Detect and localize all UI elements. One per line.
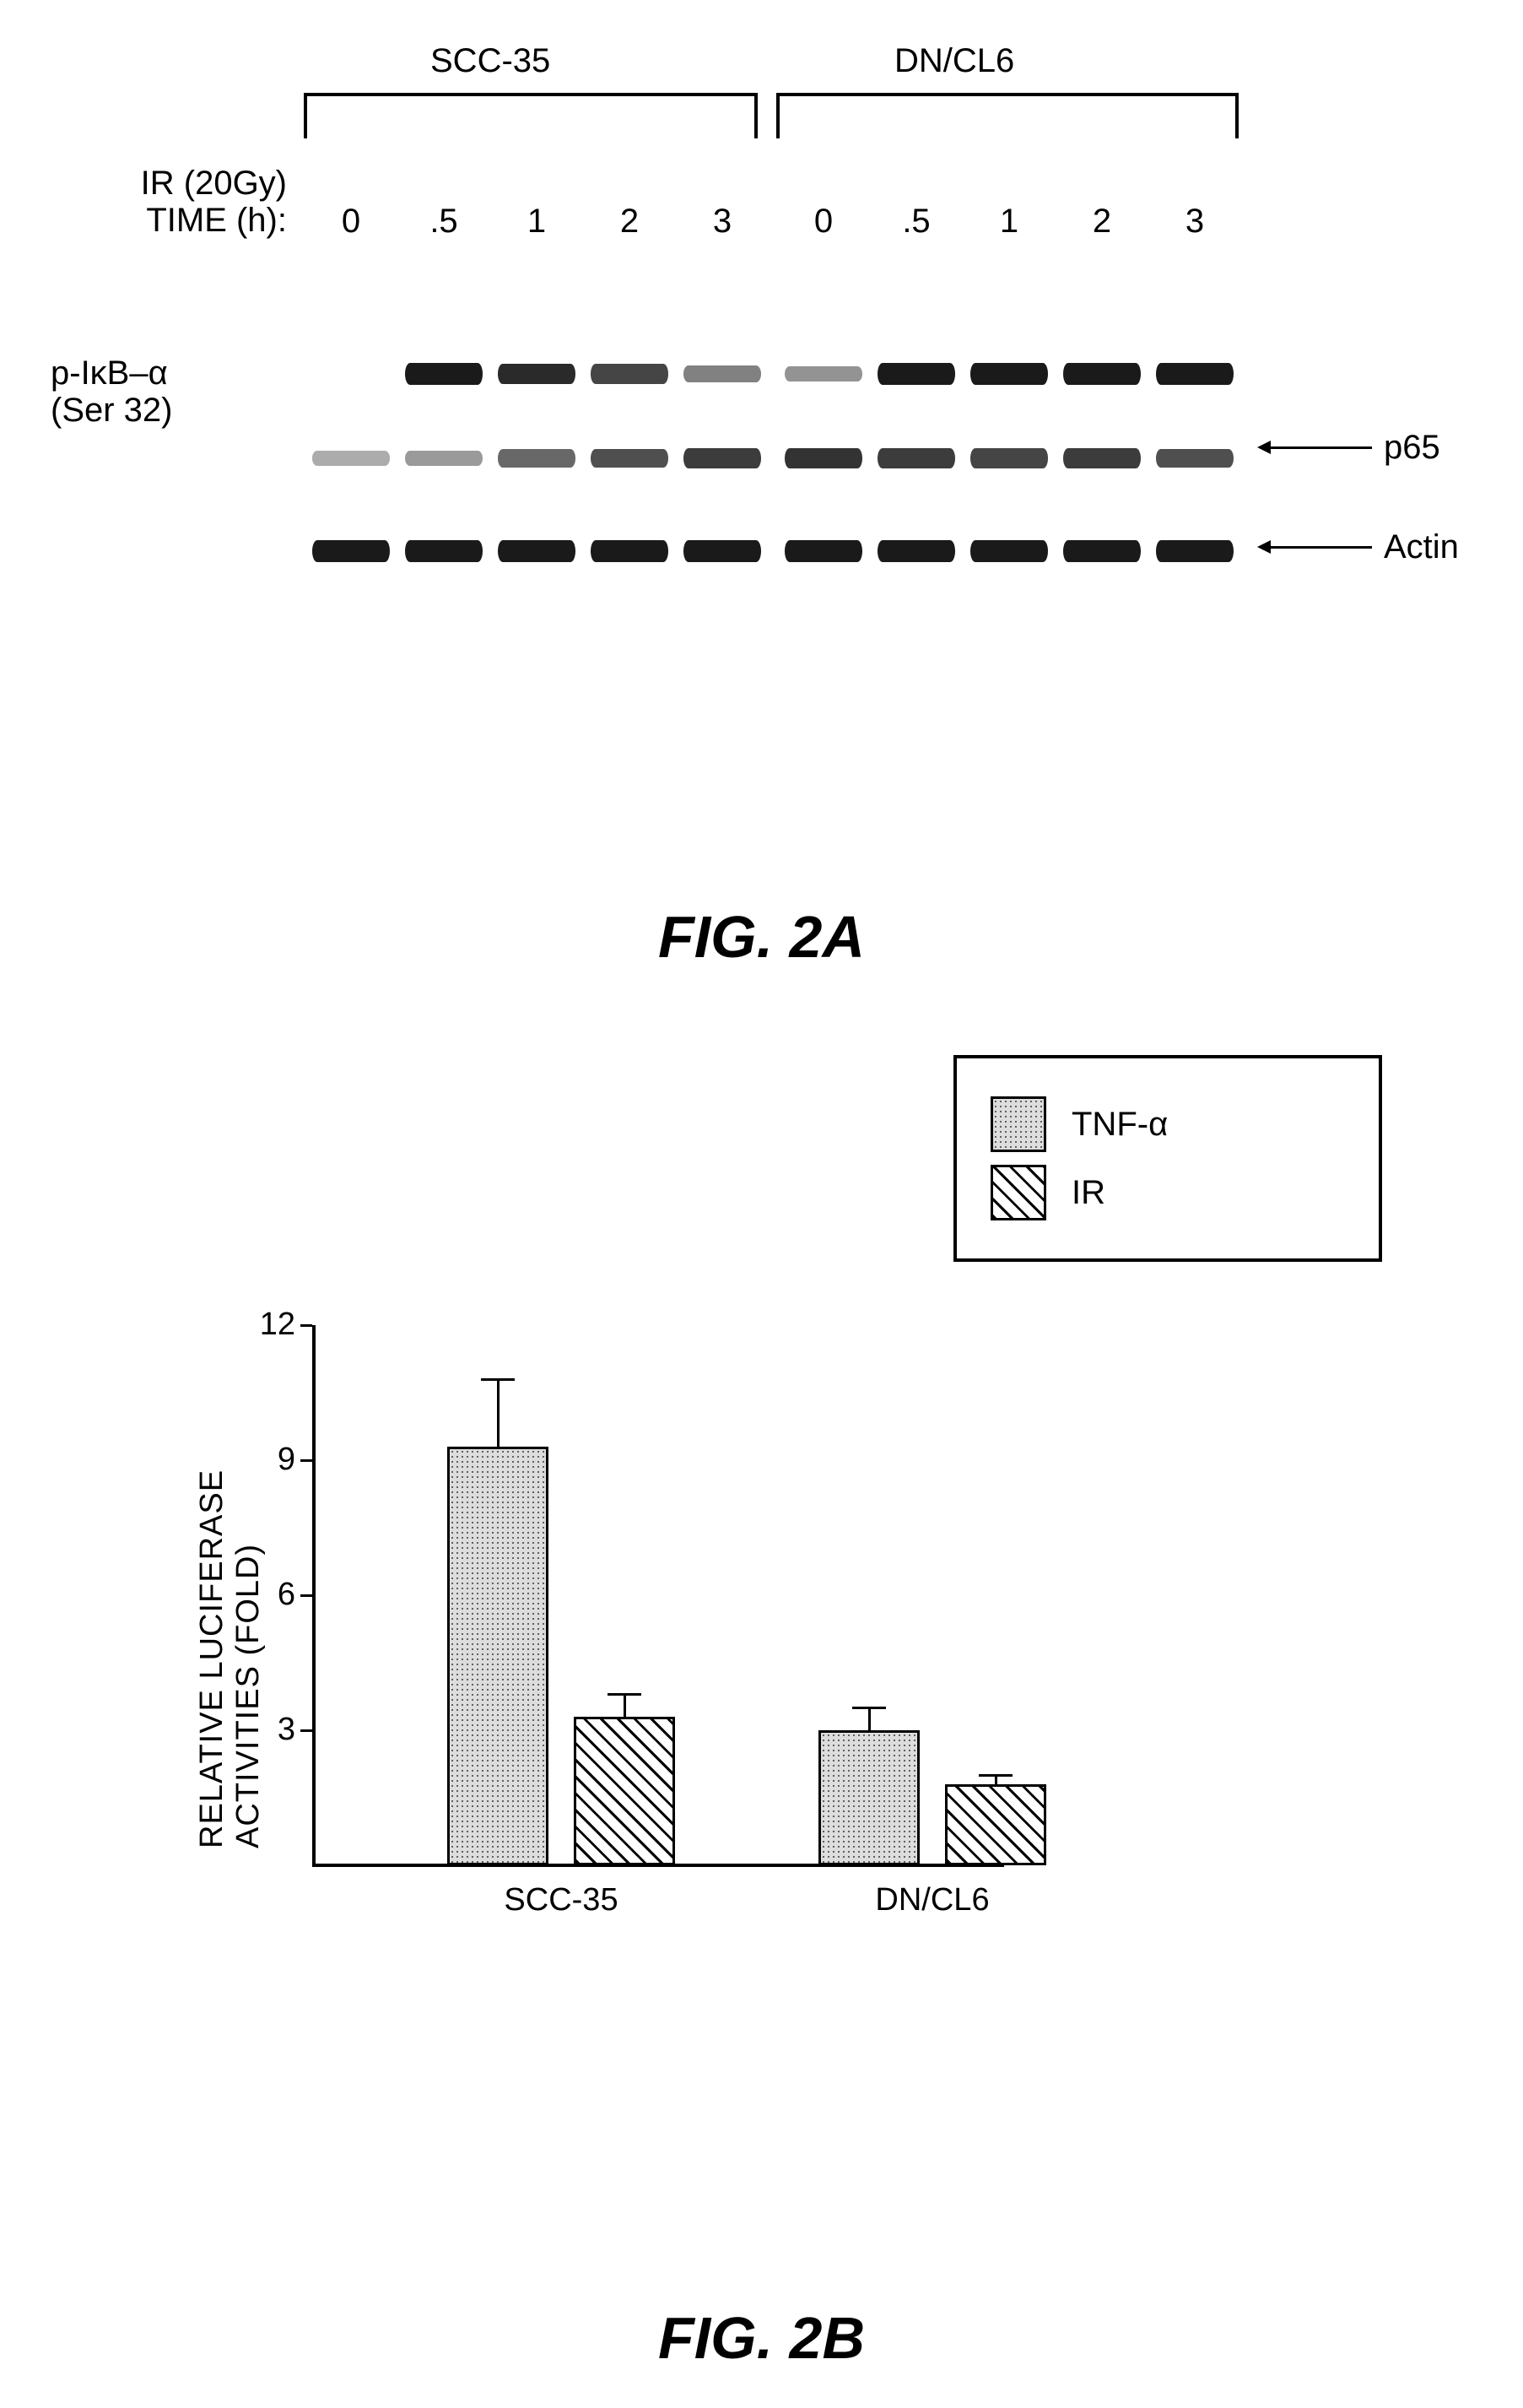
y-tick xyxy=(300,1324,312,1327)
error-bar xyxy=(868,1707,871,1730)
arrow-label-p65: p65 xyxy=(1384,429,1440,467)
y-axis xyxy=(312,1325,316,1865)
group-header-scc35: SCC-35 xyxy=(430,42,550,80)
p65-band xyxy=(405,451,483,466)
bar xyxy=(574,1717,675,1865)
timepoint-label: 2 xyxy=(591,203,668,241)
legend-item: TNF-α xyxy=(991,1096,1345,1152)
group-header-dncl6: DN/CL6 xyxy=(894,42,1014,80)
y-tick xyxy=(300,1729,312,1732)
p65-band xyxy=(498,449,575,467)
y-tick xyxy=(300,1594,312,1597)
legend-swatch xyxy=(991,1096,1046,1152)
row-label-pikb-line1: p-IκB–α xyxy=(51,354,168,392)
p65-band xyxy=(1063,448,1141,468)
bar xyxy=(447,1447,548,1865)
error-bar-cap xyxy=(979,1774,1013,1777)
pikb-band xyxy=(498,364,575,385)
bar-chart: 36912RELATIVE LUCIFERASEACTIVITIES (FOLD… xyxy=(312,1325,1004,1933)
group-bracket-left xyxy=(304,93,758,138)
figure-2b-panel: TNF-α IR 36912RELATIVE LUCIFERASEACTIVITI… xyxy=(34,1055,1489,2237)
actin-band xyxy=(591,540,668,562)
timepoint-label: 1 xyxy=(970,203,1048,241)
pikb-band xyxy=(683,365,761,382)
arrow-line-p65 xyxy=(1271,446,1372,449)
p65-band xyxy=(312,451,390,465)
actin-band xyxy=(498,540,575,562)
timepoint-label: .5 xyxy=(405,203,483,241)
p65-band xyxy=(1156,449,1234,468)
actin-band xyxy=(312,540,390,562)
legend-swatch xyxy=(991,1165,1046,1220)
condition-label-line2: TIME (h): xyxy=(146,202,287,239)
pikb-band xyxy=(1156,363,1234,385)
actin-band xyxy=(405,540,483,562)
legend-box: TNF-α IR xyxy=(953,1055,1382,1262)
actin-band xyxy=(1156,540,1234,562)
actin-band xyxy=(785,540,862,562)
error-bar xyxy=(497,1379,500,1447)
actin-band xyxy=(1063,540,1141,562)
arrow-line-actin xyxy=(1271,546,1372,549)
timepoint-label: 0 xyxy=(312,203,390,241)
pikb-band xyxy=(970,363,1048,385)
p65-band xyxy=(591,449,668,468)
timepoint-label: 1 xyxy=(498,203,575,241)
pikb-band xyxy=(1063,363,1141,385)
legend-label: TNF-α xyxy=(1072,1106,1168,1144)
timepoint-label: 3 xyxy=(1156,203,1234,241)
arrow-head-p65 xyxy=(1257,441,1271,454)
error-bar xyxy=(624,1694,626,1717)
figure-2a-panel: SCC-35 DN/CL6 IR (20Gy) TIME (h): 0.5123… xyxy=(34,34,1489,836)
error-bar-cap xyxy=(852,1707,886,1709)
timepoint-label: 3 xyxy=(683,203,761,241)
p65-band xyxy=(878,448,955,468)
legend-label: IR xyxy=(1072,1174,1105,1212)
p65-band xyxy=(683,448,761,468)
x-category-label: SCC-35 xyxy=(447,1882,675,1918)
pikb-band xyxy=(785,366,862,382)
row-label-pikb: p-IκB–α (Ser 32) xyxy=(51,354,219,429)
x-category-label: DN/CL6 xyxy=(818,1882,1046,1918)
actin-band xyxy=(683,540,761,562)
actin-band xyxy=(878,540,955,562)
bar xyxy=(945,1784,1046,1865)
figure-2a-title: FIG. 2A xyxy=(34,903,1489,971)
timepoint-label: 2 xyxy=(1063,203,1141,241)
legend-item: IR xyxy=(991,1165,1345,1220)
timepoint-label: .5 xyxy=(878,203,955,241)
error-bar-cap xyxy=(481,1378,515,1381)
pikb-band xyxy=(591,364,668,383)
group-bracket-right xyxy=(776,93,1239,138)
figure-2b-title: FIG. 2B xyxy=(34,2304,1489,2372)
error-bar-cap xyxy=(608,1693,641,1696)
condition-label: IR (20Gy) TIME (h): xyxy=(84,165,287,239)
arrow-label-actin: Actin xyxy=(1384,528,1459,566)
pikb-band xyxy=(405,363,483,385)
row-label-pikb-line2: (Ser 32) xyxy=(51,392,173,429)
p65-band xyxy=(785,448,862,468)
bar xyxy=(818,1730,920,1865)
pikb-band xyxy=(878,363,955,385)
arrow-head-actin xyxy=(1257,540,1271,554)
timepoint-label: 0 xyxy=(785,203,862,241)
actin-band xyxy=(970,540,1048,562)
y-axis-title: RELATIVE LUCIFERASEACTIVITIES (FOLD) xyxy=(194,1469,267,1848)
y-tick-label: 12 xyxy=(245,1307,295,1343)
y-tick xyxy=(300,1459,312,1462)
condition-label-line1: IR (20Gy) xyxy=(141,165,287,202)
p65-band xyxy=(970,448,1048,468)
